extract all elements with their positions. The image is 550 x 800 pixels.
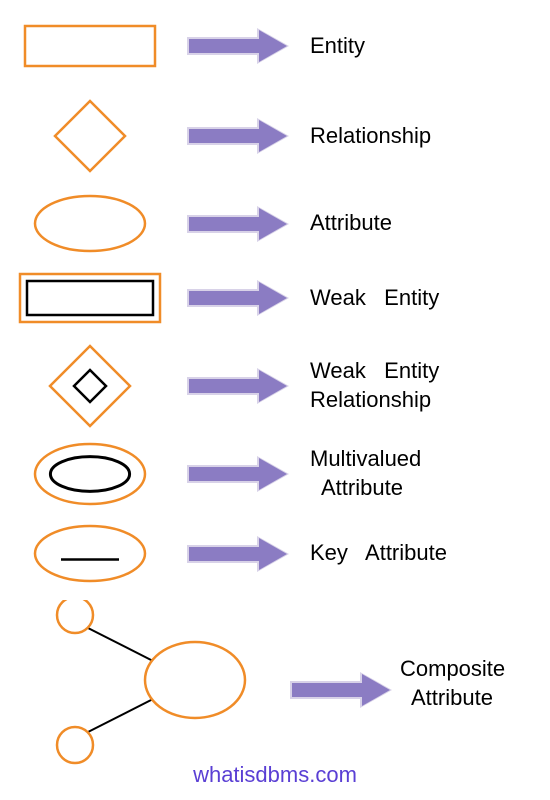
symbol-label: Relationship: [310, 122, 550, 151]
symbol-label: Multivalued Attribute: [310, 445, 550, 502]
key_ellipse-symbol: [29, 520, 151, 587]
legend-row: Relationship: [0, 95, 550, 177]
symbol-cell: [0, 340, 180, 432]
arrow-icon: [187, 534, 293, 574]
symbol-label: Weak Entity Relationship: [310, 357, 550, 414]
rect-symbol: [19, 20, 161, 72]
label-cell: Entity: [300, 32, 550, 61]
legend-row: Attribute: [0, 190, 550, 257]
arrow-cell: [180, 534, 300, 574]
arrow-cell: [290, 670, 396, 715]
symbol-label: Attribute: [310, 209, 550, 238]
composite-symbol: [20, 600, 280, 770]
diamond-symbol: [49, 95, 131, 177]
symbol-cell: [0, 268, 180, 328]
label-cell: Multivalued Attribute: [300, 445, 550, 502]
footer-link: whatisdbms.com: [0, 762, 550, 788]
arrow-icon: [187, 116, 293, 156]
symbol-cell: [0, 520, 180, 587]
label-cell: Composite Attribute: [400, 655, 505, 712]
ellipse-symbol: [29, 190, 151, 257]
symbol-cell: [0, 20, 180, 72]
label-cell: Weak Entity: [300, 284, 550, 313]
legend-row: Multivalued Attribute: [0, 438, 550, 510]
symbol-label: Entity: [310, 32, 550, 61]
symbol-label: Weak Entity: [310, 284, 550, 313]
label-cell: Attribute: [300, 209, 550, 238]
legend-row-composite: Composite Attribute: [0, 600, 550, 770]
arrow-cell: [180, 278, 300, 318]
symbol-label: Key Attribute: [310, 539, 550, 568]
symbol-cell: [0, 190, 180, 257]
arrow-icon: [187, 278, 293, 318]
symbol-cell: [0, 95, 180, 177]
arrow-icon: [290, 670, 396, 710]
label-cell: Weak Entity Relationship: [300, 357, 550, 414]
double_diamond-symbol: [44, 340, 136, 432]
symbol-label: Composite Attribute: [400, 655, 505, 712]
double_ellipse-symbol: [29, 438, 151, 510]
double_rect-symbol: [14, 268, 166, 328]
arrow-cell: [180, 116, 300, 156]
arrow-icon: [187, 454, 293, 494]
symbol-cell: [20, 600, 280, 775]
legend-row: Weak Entity Relationship: [0, 340, 550, 432]
arrow-icon: [187, 366, 293, 406]
arrow-icon: [187, 26, 293, 66]
arrow-cell: [180, 204, 300, 244]
legend-row: Weak Entity: [0, 268, 550, 328]
legend-row: Key Attribute: [0, 520, 550, 587]
symbol-cell: [0, 438, 180, 510]
label-cell: Key Attribute: [300, 539, 550, 568]
arrow-cell: [180, 454, 300, 494]
arrow-cell: [180, 26, 300, 66]
label-cell: Relationship: [300, 122, 550, 151]
arrow-icon: [187, 204, 293, 244]
legend-row: Entity: [0, 20, 550, 72]
arrow-cell: [180, 366, 300, 406]
